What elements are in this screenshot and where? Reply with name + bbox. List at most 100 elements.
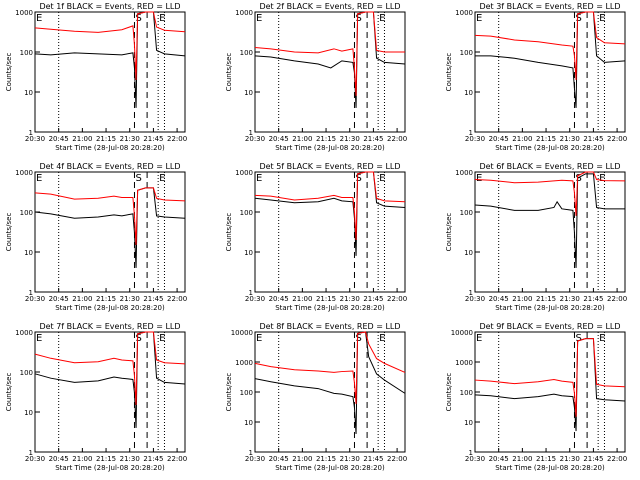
x-tick-label: 21:30 [120, 295, 140, 303]
series-lld [474, 171, 626, 216]
x-tick-label: 20:45 [49, 295, 69, 303]
y-tick-label: 1 [29, 129, 33, 137]
x-tick-label: 20:45 [489, 455, 509, 463]
marker-label: E [476, 173, 482, 184]
plot-frame [474, 11, 626, 133]
series-lld [474, 11, 626, 80]
plot-frame [474, 171, 626, 293]
series-lld [474, 338, 626, 417]
marker-label: S [355, 333, 361, 344]
marker-label: S [135, 13, 141, 24]
x-axis-label: Start Time (28-Jul-08 20:28:20) [495, 144, 605, 152]
x-tick-label: 21:15 [536, 135, 556, 143]
marker-label: E [599, 173, 605, 184]
x-tick-label: 20:45 [489, 135, 509, 143]
x-tick-label: 21:00 [512, 135, 532, 143]
panel-2: Det 2f BLACK = Events, RED = LLD E S E 1 10 10… [225, 2, 407, 152]
y-tick-label: 1 [469, 289, 473, 297]
y-tick-label: 100 [240, 49, 253, 57]
panel-title: Det 9f BLACK = Events, RED = LLD [479, 322, 620, 331]
marker-label: E [256, 13, 262, 24]
y-tick-label: 1 [29, 289, 33, 297]
x-tick-label: 21:00 [292, 135, 312, 143]
marker-label: S [355, 173, 361, 184]
y-tick-label: 100 [20, 49, 33, 57]
x-tick-label: 22:00 [167, 295, 187, 303]
y-axis-label: Counts/sec [225, 213, 233, 252]
x-tick-label: 20:45 [489, 295, 509, 303]
x-tick-label: 22:00 [607, 295, 627, 303]
x-tick-label: 21:15 [96, 455, 116, 463]
x-axis-label: Start Time (28-Jul-08 20:28:20) [55, 144, 165, 152]
y-tick-label: 10000 [231, 329, 253, 337]
x-tick-label: 21:00 [292, 455, 312, 463]
series-lld [34, 331, 186, 405]
y-tick-label: 100 [460, 389, 473, 397]
y-tick-label: 10 [24, 409, 33, 417]
panel-6: Det 6f BLACK = Events, RED = LLD E S E 1 10 10… [445, 162, 627, 312]
panel-title: Det 4f BLACK = Events, RED = LLD [39, 162, 180, 171]
x-tick-label: 20:30 [245, 295, 265, 303]
panel-4: Det 4f BLACK = Events, RED = LLD E S E 1 10 10… [5, 162, 187, 312]
y-axis-label: Counts/sec [5, 53, 13, 92]
x-tick-label: 21:30 [560, 295, 580, 303]
series-events [34, 187, 186, 268]
series-events [474, 338, 626, 432]
x-tick-label: 21:45 [583, 295, 603, 303]
marker-label: E [599, 13, 605, 24]
x-axis-label: Start Time (28-Jul-08 20:28:20) [275, 304, 385, 312]
x-tick-label: 22:00 [387, 295, 407, 303]
x-tick-label: 21:00 [72, 455, 92, 463]
marker-label: E [476, 333, 482, 344]
marker-label: E [36, 13, 42, 24]
panel-title: Det 1f BLACK = Events, RED = LLD [39, 2, 180, 11]
series-lld [254, 171, 406, 240]
series-events [474, 173, 625, 268]
x-tick-label: 21:15 [316, 135, 336, 143]
x-tick-label: 20:30 [465, 295, 485, 303]
marker-label: S [135, 173, 141, 184]
x-tick-label: 20:45 [49, 455, 69, 463]
marker-label: E [256, 173, 262, 184]
x-tick-label: 21:30 [340, 295, 360, 303]
y-tick-label: 1 [29, 449, 33, 457]
panel-8: Det 8f BLACK = Events, RED = LLD E S E 1 10 10… [225, 322, 407, 472]
series-events [254, 11, 406, 108]
x-tick-label: 20:30 [465, 455, 485, 463]
x-tick-label: 21:15 [96, 295, 116, 303]
marker-label: E [379, 13, 385, 24]
panel-title: Det 3f BLACK = Events, RED = LLD [479, 2, 620, 11]
marker-label: E [379, 333, 385, 344]
x-tick-label: 22:00 [167, 455, 187, 463]
x-tick-label: 21:00 [72, 295, 92, 303]
marker-label: E [476, 13, 482, 24]
x-tick-label: 21:30 [560, 135, 580, 143]
y-tick-label: 1000 [15, 9, 33, 17]
x-tick-label: 21:45 [363, 295, 383, 303]
y-axis-label: Counts/sec [445, 373, 453, 412]
marker-label: S [575, 333, 581, 344]
x-tick-label: 20:30 [245, 455, 265, 463]
y-tick-label: 10 [464, 419, 473, 427]
y-tick-label: 100 [20, 209, 33, 217]
x-tick-label: 20:45 [269, 455, 289, 463]
x-tick-label: 21:45 [143, 135, 163, 143]
y-tick-label: 10 [24, 249, 33, 257]
x-tick-label: 21:45 [363, 135, 383, 143]
y-axis-label: Counts/sec [445, 53, 453, 92]
series-lld [34, 11, 186, 80]
panel-5: Det 5f BLACK = Events, RED = LLD E S E 1 10 10… [225, 162, 407, 312]
y-tick-label: 1 [469, 449, 473, 457]
y-tick-label: 1 [249, 449, 253, 457]
x-tick-label: 21:45 [583, 455, 603, 463]
y-axis-label: Counts/sec [225, 53, 233, 92]
x-tick-label: 22:00 [387, 455, 407, 463]
x-axis-label: Start Time (28-Jul-08 20:28:20) [275, 464, 385, 472]
y-tick-label: 1000 [455, 9, 473, 17]
x-tick-label: 21:45 [363, 455, 383, 463]
y-tick-label: 1 [249, 289, 253, 297]
x-axis-label: Start Time (28-Jul-08 20:28:20) [55, 464, 165, 472]
marker-label: S [135, 333, 141, 344]
y-tick-label: 100 [240, 389, 253, 397]
x-axis-label: Start Time (28-Jul-08 20:28:20) [495, 304, 605, 312]
